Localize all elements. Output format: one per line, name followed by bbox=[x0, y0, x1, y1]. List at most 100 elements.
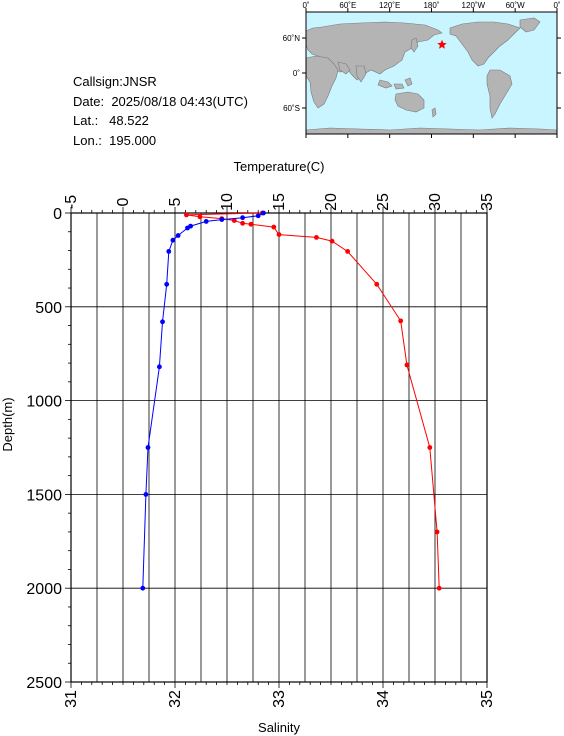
temperature-tick-label: -5 bbox=[63, 195, 80, 209]
salinity-tick-label: 32 bbox=[167, 690, 184, 708]
salinity-tick-label: 31 bbox=[63, 690, 80, 708]
lat-label: Lat.: bbox=[73, 113, 99, 128]
temperature-data-point bbox=[345, 249, 351, 254]
salinity-data-point bbox=[203, 219, 209, 224]
temperature-data-point bbox=[184, 212, 189, 218]
depth-tick-label: 2500 bbox=[26, 675, 62, 692]
map-latitude-labels: 60˚N 0˚ 60˚S bbox=[283, 34, 301, 113]
salinity-data-point bbox=[164, 281, 170, 287]
temperature-tick-label: 25 bbox=[375, 193, 392, 211]
temperature-data-point bbox=[404, 362, 410, 368]
callsign-row: Callsign:JNSR bbox=[73, 72, 248, 92]
salinity-tick-label: 34 bbox=[375, 690, 392, 708]
japan-islands bbox=[410, 37, 419, 53]
salinity-tick-label: 35 bbox=[479, 690, 496, 708]
temperature-data-point bbox=[231, 218, 237, 223]
map-lat-label: 60˚S bbox=[283, 104, 300, 113]
salinity-data-point bbox=[219, 217, 225, 222]
africa-landmass bbox=[305, 55, 339, 109]
australia-landmass bbox=[394, 91, 425, 113]
map-longitude-ticks bbox=[305, 8, 558, 138]
map-land bbox=[305, 17, 558, 135]
se-asia-islands bbox=[377, 77, 413, 90]
salinity-data-point bbox=[170, 237, 176, 243]
location-map: 0˚ 60˚E 120˚E 180˚ 120˚W 60˚W 0˚ 60˚N 0˚ 60˚S bbox=[283, 1, 561, 138]
map-lon-label: 120˚E bbox=[379, 1, 400, 10]
callsign-value: JNSR bbox=[122, 74, 157, 89]
temperature-tick-label: 15 bbox=[271, 193, 288, 211]
greenland-landmass bbox=[519, 17, 541, 33]
temperature-data-point bbox=[434, 529, 440, 535]
depth-ticks: 0 500 1000 1500 2000 2500 bbox=[26, 206, 71, 692]
temperature-data-point bbox=[276, 232, 282, 237]
salinity-data-point bbox=[240, 215, 246, 221]
map-lon-label: 0˚ bbox=[302, 1, 309, 10]
temperature-tick-label: 20 bbox=[323, 193, 340, 211]
new-zealand-islands bbox=[431, 107, 437, 118]
depth-tick-label: 500 bbox=[35, 300, 62, 317]
temperature-data-point bbox=[197, 214, 203, 220]
salinity-data-point bbox=[185, 225, 190, 231]
temperature-data-point bbox=[314, 234, 319, 240]
salinity-profile-line bbox=[142, 212, 264, 589]
lat-row: Lat.: 48.522 bbox=[73, 111, 248, 131]
temperature-data-point bbox=[374, 281, 380, 287]
salinity-data-point bbox=[175, 233, 181, 238]
salinity-data-point bbox=[157, 364, 162, 370]
temperature-tick-label: 10 bbox=[219, 193, 236, 211]
temperature-data-point bbox=[271, 224, 277, 230]
temperature-tick-label: 0 bbox=[115, 197, 132, 206]
salinity-data-point bbox=[143, 492, 149, 497]
callsign-label: Callsign: bbox=[73, 74, 123, 89]
temperature-data-point bbox=[329, 238, 335, 244]
map-lon-label: 120˚W bbox=[462, 1, 486, 10]
temperature-data-point bbox=[398, 318, 404, 324]
station-info: Callsign:JNSR Date: 2025/08/18 04:43(UTC… bbox=[73, 72, 248, 150]
temperature-ticks: -5 0 5 10 15 20 25 30 35 bbox=[63, 193, 496, 213]
temperature-data-point bbox=[427, 445, 433, 450]
depth-axis-title: Depth(m) bbox=[0, 397, 15, 451]
temperature-data-point bbox=[240, 220, 246, 226]
station-location-marker bbox=[437, 39, 447, 49]
salinity-data-point bbox=[145, 445, 151, 450]
temperature-tick-label: 30 bbox=[427, 193, 444, 211]
salinity-axis-title: Salinity bbox=[258, 720, 300, 735]
salinity-data-point bbox=[166, 249, 172, 254]
series-layer bbox=[140, 210, 442, 591]
salinity-data-point bbox=[140, 585, 146, 591]
temperature-profile-line bbox=[186, 212, 440, 589]
north-america-landmass bbox=[449, 21, 521, 67]
lon-value: 195.000 bbox=[109, 132, 157, 148]
lon-row: Lon.: 195.000 bbox=[73, 131, 248, 151]
map-lon-label: 60˚E bbox=[339, 1, 356, 10]
depth-tick-label: 2000 bbox=[26, 581, 62, 598]
temperature-tick-label: 5 bbox=[167, 197, 184, 206]
map-longitude-labels: 0˚ 60˚E 120˚E 180˚ 120˚W 60˚W 0˚ bbox=[302, 1, 560, 10]
temperature-axis-title: Temperature(C) bbox=[233, 159, 324, 174]
map-lat-label: 60˚N bbox=[283, 34, 301, 43]
map-lon-label: 0˚ bbox=[553, 1, 560, 10]
temperature-data-point bbox=[248, 221, 254, 227]
salinity-data-point bbox=[160, 319, 165, 325]
map-lon-label: 60˚W bbox=[506, 1, 526, 10]
salinity-data-point bbox=[261, 210, 266, 216]
salinity-tick-label: 33 bbox=[271, 690, 288, 708]
lat-value: 48.522 bbox=[109, 113, 149, 128]
salinity-data-point bbox=[255, 213, 261, 219]
temperature-tick-label: 35 bbox=[479, 193, 496, 211]
date-row: Date: 2025/08/18 04:43(UTC) bbox=[73, 92, 248, 112]
station-star-icon bbox=[437, 39, 447, 49]
south-asia-landmass bbox=[337, 61, 367, 83]
map-latitude-ticks bbox=[302, 37, 561, 109]
date-value: 2025/08/18 04:43(UTC) bbox=[111, 93, 248, 109]
lon-label: Lon.: bbox=[73, 132, 102, 148]
map-lon-label: 180˚ bbox=[423, 1, 439, 10]
date-label: Date: bbox=[73, 93, 105, 109]
depth-tick-label: 1000 bbox=[26, 394, 62, 411]
salinity-ticks: 31 32 33 34 35 bbox=[63, 682, 496, 708]
chart-grid bbox=[71, 213, 487, 682]
depth-tick-label: 1500 bbox=[26, 487, 62, 504]
south-america-landmass bbox=[486, 69, 513, 119]
map-lat-label: 0˚ bbox=[293, 69, 300, 78]
